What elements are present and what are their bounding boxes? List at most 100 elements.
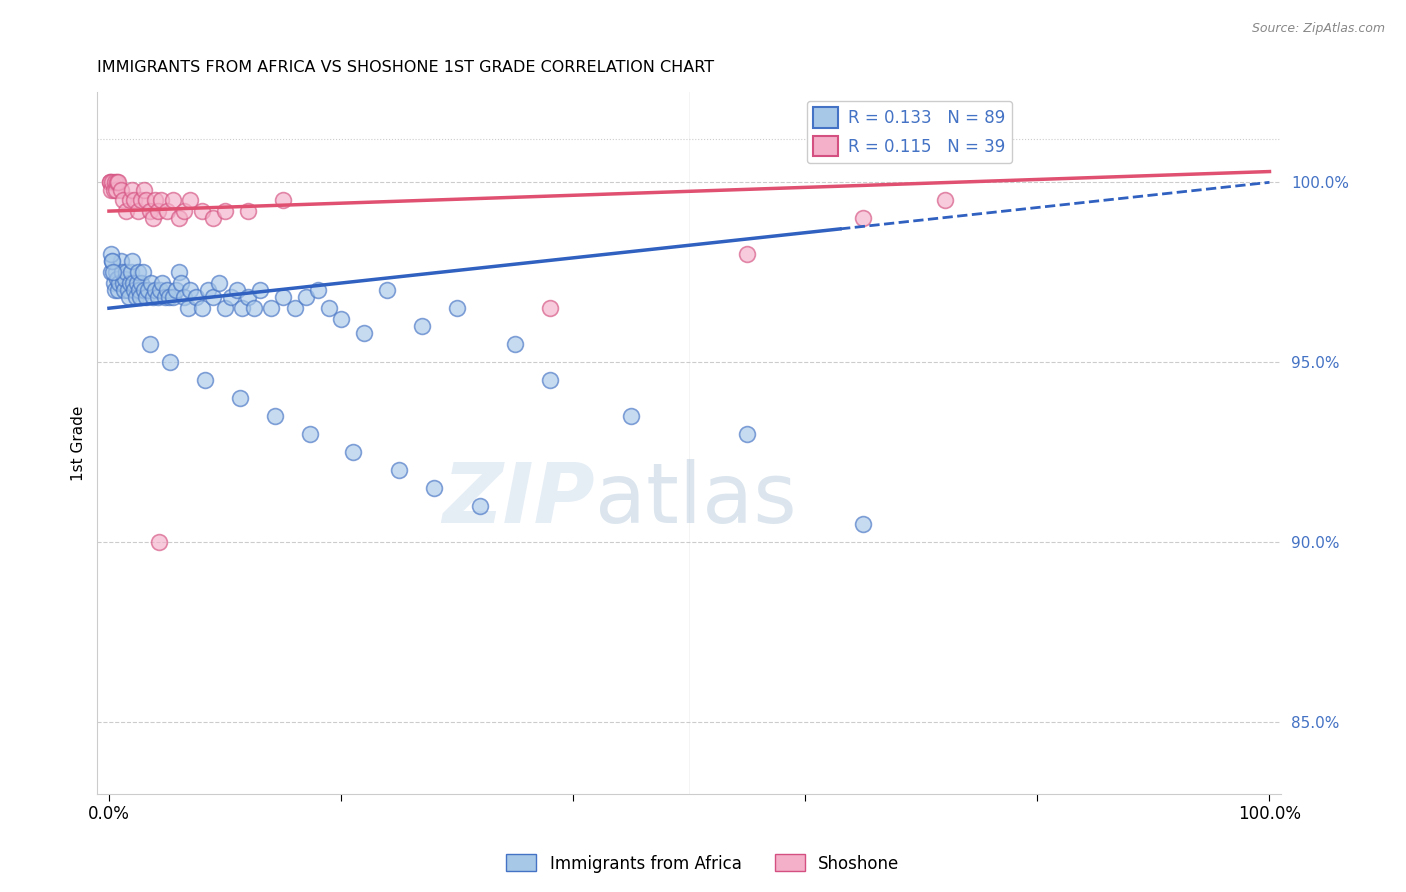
Point — [112, 283, 135, 297]
Point — [117, 283, 139, 297]
Point — [249, 283, 271, 297]
Point — [148, 535, 170, 549]
Point — [423, 481, 446, 495]
Point — [100, 182, 122, 196]
Point — [264, 409, 287, 423]
Point — [132, 182, 155, 196]
Point — [179, 194, 201, 208]
Point — [132, 283, 155, 297]
Point — [142, 290, 165, 304]
Point — [852, 211, 875, 226]
Point — [538, 301, 561, 316]
Point — [184, 290, 207, 304]
Point — [124, 283, 146, 297]
Point — [735, 247, 758, 261]
Point — [111, 194, 134, 208]
Point — [103, 276, 125, 290]
Point — [271, 194, 294, 208]
Text: atlas: atlas — [595, 458, 796, 540]
Point — [411, 319, 433, 334]
Point — [229, 391, 252, 405]
Point — [165, 283, 187, 297]
Point — [138, 337, 160, 351]
Point — [162, 194, 184, 208]
Point — [100, 247, 122, 261]
Point — [156, 283, 179, 297]
Point — [150, 276, 173, 290]
Point — [167, 265, 190, 279]
Point — [110, 254, 132, 268]
Legend: R = 0.133   N = 89, R = 0.115   N = 39: R = 0.133 N = 89, R = 0.115 N = 39 — [807, 101, 1012, 163]
Point — [101, 254, 124, 268]
Point — [139, 276, 162, 290]
Point — [131, 265, 153, 279]
Point — [295, 290, 318, 304]
Point — [105, 272, 128, 286]
Point — [194, 373, 217, 387]
Point — [120, 265, 142, 279]
Point — [353, 326, 375, 341]
Point — [125, 276, 148, 290]
Point — [219, 290, 242, 304]
Point — [377, 283, 399, 297]
Point — [162, 290, 184, 304]
Point — [127, 265, 149, 279]
Point — [103, 182, 125, 196]
Point — [470, 499, 492, 513]
Point — [127, 204, 149, 219]
Point — [110, 182, 132, 196]
Point — [238, 290, 260, 304]
Point — [142, 211, 165, 226]
Point — [231, 301, 253, 316]
Point — [101, 265, 124, 279]
Point — [330, 312, 353, 326]
Text: ZIP: ZIP — [441, 458, 595, 540]
Point — [122, 276, 145, 290]
Point — [101, 175, 124, 189]
Point — [934, 194, 956, 208]
Point — [446, 301, 468, 316]
Text: Source: ZipAtlas.com: Source: ZipAtlas.com — [1251, 22, 1385, 36]
Point — [208, 276, 231, 290]
Point — [124, 194, 146, 208]
Text: IMMIGRANTS FROM AFRICA VS SHOSHONE 1ST GRADE CORRELATION CHART: IMMIGRANTS FROM AFRICA VS SHOSHONE 1ST G… — [97, 60, 714, 75]
Point — [225, 283, 247, 297]
Point — [177, 301, 200, 316]
Point — [179, 283, 201, 297]
Point — [146, 204, 169, 219]
Point — [131, 276, 153, 290]
Point — [538, 373, 561, 387]
Point — [135, 194, 157, 208]
Point — [138, 204, 160, 219]
Point — [284, 301, 307, 316]
Point — [104, 175, 127, 189]
Point — [100, 265, 122, 279]
Point — [191, 301, 214, 316]
Point — [115, 265, 138, 279]
Point — [214, 301, 236, 316]
Point — [197, 283, 219, 297]
Point — [388, 463, 411, 477]
Point — [318, 301, 340, 316]
Point — [104, 283, 127, 297]
Point — [307, 283, 329, 297]
Point — [104, 182, 127, 196]
Point — [157, 290, 180, 304]
Point — [167, 211, 190, 226]
Point — [271, 290, 294, 304]
Point — [107, 175, 129, 189]
Point — [128, 283, 150, 297]
Y-axis label: 1st Grade: 1st Grade — [72, 405, 86, 481]
Point — [298, 427, 321, 442]
Point — [170, 276, 193, 290]
Point — [98, 175, 121, 189]
Point — [98, 175, 121, 189]
Point — [111, 276, 134, 290]
Point — [124, 290, 146, 304]
Point — [238, 204, 260, 219]
Point — [108, 276, 131, 290]
Point — [260, 301, 283, 316]
Point — [620, 409, 643, 423]
Point — [118, 194, 141, 208]
Point — [121, 254, 143, 268]
